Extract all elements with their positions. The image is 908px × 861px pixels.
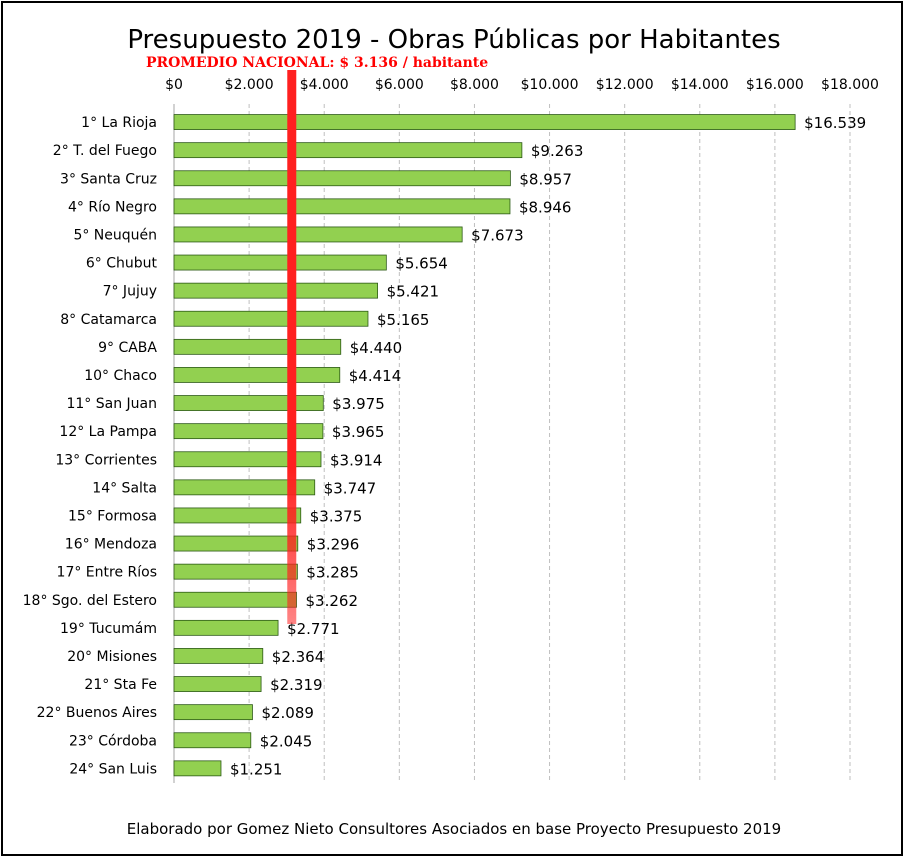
value-label: $7.673 xyxy=(471,226,524,244)
category-label: 14° Salta xyxy=(92,480,157,496)
bar xyxy=(173,198,511,215)
x-tick-label: $4.000 xyxy=(300,77,349,93)
category-label: 17° Entre Ríos xyxy=(57,565,157,581)
x-tick-label: $18.000 xyxy=(821,77,879,93)
value-label: $3.965 xyxy=(332,423,385,441)
value-label: $3.296 xyxy=(307,536,360,554)
value-label: $5.165 xyxy=(377,311,430,329)
category-label: 2° T. del Fuego xyxy=(53,143,157,159)
bar xyxy=(173,451,322,468)
x-tick-label: $2.000 xyxy=(225,77,274,93)
category-label: 24° San Luis xyxy=(69,761,157,777)
category-label: 15° Formosa xyxy=(68,508,157,524)
x-tick-label: $10.000 xyxy=(521,77,579,93)
value-label: $3.285 xyxy=(306,564,359,582)
value-label: $3.975 xyxy=(332,395,385,413)
value-label: $1.251 xyxy=(230,760,283,778)
bar xyxy=(173,114,796,130)
value-label: $3.375 xyxy=(310,507,363,525)
value-label: $3.914 xyxy=(330,451,383,469)
x-tick-label: $14.000 xyxy=(671,77,729,93)
value-label: $16.539 xyxy=(804,114,866,132)
footer-source: Elaborado por Gomez Nieto Consultores As… xyxy=(127,820,781,838)
bar xyxy=(173,226,463,243)
bar xyxy=(173,676,262,692)
bar xyxy=(173,760,222,777)
category-label: 13° Corrientes xyxy=(55,452,157,468)
gridlines xyxy=(173,104,851,783)
category-label: 22° Buenos Aires xyxy=(37,705,157,721)
reference-line-group xyxy=(287,70,297,624)
x-tick-label: $6.000 xyxy=(375,77,424,93)
chart-title: Presupuesto 2019 - Obras Públicas por Ha… xyxy=(127,25,780,55)
value-label: $3.262 xyxy=(306,592,359,610)
reference-line xyxy=(287,70,297,624)
category-label: 9° CABA xyxy=(98,340,157,356)
category-label: 16° Mendoza xyxy=(65,537,157,553)
value-label: $4.440 xyxy=(350,339,403,357)
bar xyxy=(173,423,324,440)
category-labels: 1° La Rioja 2° T. del Fuego 3° Santa Cruz 4… xyxy=(23,115,158,777)
bar xyxy=(173,338,342,355)
category-label: 21° Sta Fe xyxy=(84,677,157,693)
category-label: 5° Neuquén xyxy=(73,227,157,243)
category-label: 8° Catamarca xyxy=(60,312,157,328)
category-label: 6° Chubut xyxy=(86,256,158,272)
reference-line-label: PROMEDIO NACIONAL: $ 3.136 / habitante xyxy=(146,55,488,71)
category-label: 19° Tucumám xyxy=(60,621,157,637)
category-label: 3° Santa Cruz xyxy=(60,171,157,187)
bar xyxy=(173,479,316,496)
category-label: 18° Sgo. del Estero xyxy=(23,593,157,609)
bar xyxy=(173,282,378,299)
bars-group xyxy=(173,114,796,777)
value-label: $4.414 xyxy=(349,367,402,385)
value-label: $2.045 xyxy=(260,732,313,750)
x-axis-ticks: $0 $2.000 $4.000 $6.000 $8.000 $10.000 $12.000… xyxy=(165,77,879,93)
bar xyxy=(173,704,253,721)
value-label: $2.771 xyxy=(287,620,340,638)
bar xyxy=(173,367,341,383)
value-label: $5.421 xyxy=(387,283,440,301)
value-label: $2.319 xyxy=(270,676,323,694)
value-label: $2.364 xyxy=(272,648,325,666)
bar xyxy=(173,395,324,411)
category-label: 1° La Rioja xyxy=(81,115,157,131)
value-label: $8.946 xyxy=(519,198,572,216)
category-label: 4° Río Negro xyxy=(68,199,157,215)
x-tick-label: $12.000 xyxy=(596,77,654,93)
category-label: 11° San Juan xyxy=(66,396,157,412)
bar xyxy=(173,619,279,636)
bar xyxy=(173,648,264,664)
value-label: $8.957 xyxy=(519,170,572,188)
category-label: 10° Chaco xyxy=(84,368,157,384)
bar xyxy=(173,591,297,608)
value-label: $5.654 xyxy=(395,255,448,273)
bar xyxy=(173,310,369,327)
category-label: 20° Misiones xyxy=(67,649,157,665)
bar xyxy=(173,170,511,187)
category-label: 7° Jujuy xyxy=(103,284,157,300)
bar xyxy=(173,535,299,552)
value-labels: $16.539 $9.263 $8.957 $8.946 $7.673 $5.654 $5.… xyxy=(230,114,866,778)
bar xyxy=(173,254,387,271)
bar xyxy=(173,563,298,580)
value-label: $3.747 xyxy=(324,479,377,497)
category-label: 12° La Pampa xyxy=(59,424,157,440)
bar xyxy=(173,732,252,749)
x-tick-label: $8.000 xyxy=(450,77,499,93)
x-tick-label: $16.000 xyxy=(746,77,804,93)
bar xyxy=(173,142,523,159)
bar xyxy=(173,507,302,524)
x-tick-label: $0 xyxy=(165,77,183,93)
value-label: $9.263 xyxy=(531,142,584,160)
value-label: $2.089 xyxy=(261,704,314,722)
category-label: 23° Córdoba xyxy=(69,733,157,749)
